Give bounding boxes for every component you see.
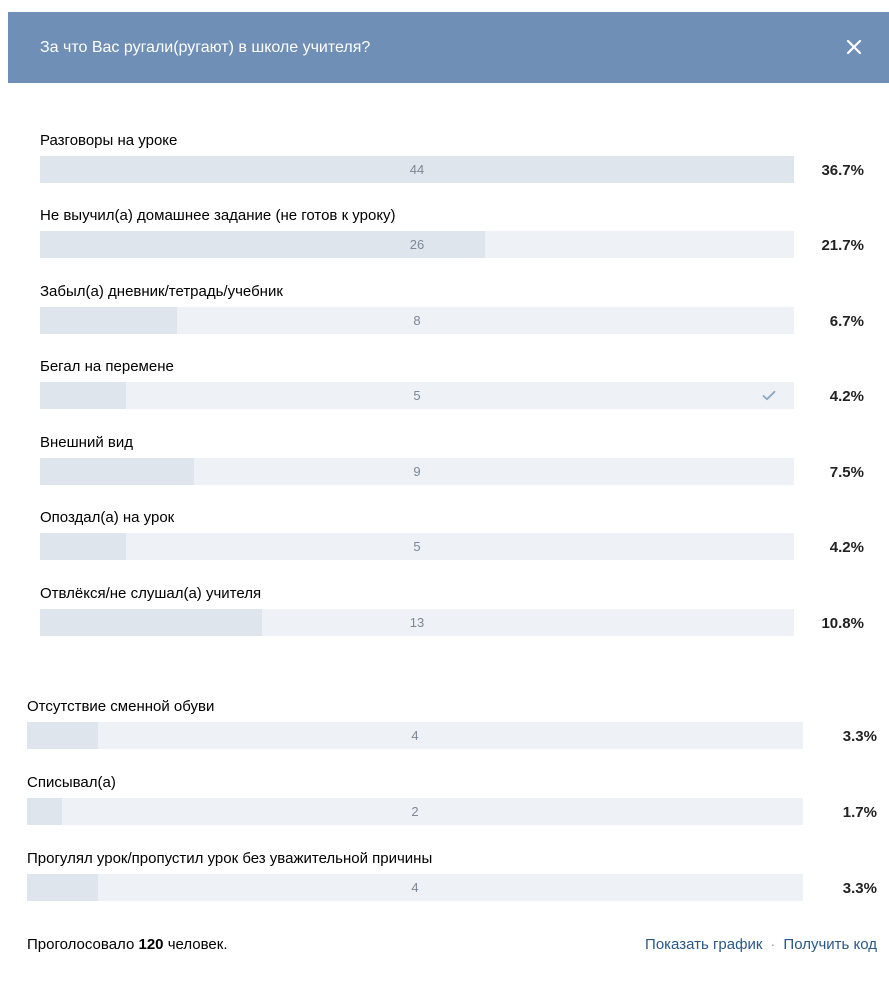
link-separator: · [770, 936, 776, 953]
option-bar[interactable]: 5 [40, 533, 794, 560]
option-bar-fill [40, 458, 194, 485]
poll-option[interactable]: Не выучил(а) домашнее задание (не готов … [40, 207, 889, 267]
option-bar-fill [40, 231, 485, 258]
option-percent: 6.7% [829, 313, 864, 330]
option-vote-count: 5 [413, 388, 421, 403]
option-bar-fill [40, 609, 262, 636]
poll-option[interactable]: Опоздал(а) на урок 5 4.2% [40, 509, 889, 569]
voted-total: Проголосовало 120 человек. [27, 935, 227, 955]
option-bar-fill [27, 874, 98, 901]
close-icon[interactable] [843, 36, 865, 58]
poll-option[interactable]: Отвлёкся/не слушал(а) учителя 13 10.8% [40, 585, 889, 645]
option-percent: 4.2% [829, 539, 864, 556]
option-vote-count: 26 [409, 237, 425, 252]
option-label: Бегал на перемене [40, 358, 174, 375]
option-bar[interactable]: 5 [40, 382, 794, 409]
option-vote-count: 4 [411, 880, 419, 895]
option-vote-count: 44 [409, 162, 425, 177]
option-percent: 1.7% [842, 804, 877, 821]
voted-prefix: Проголосовало [27, 936, 135, 953]
option-label: Опоздал(а) на урок [40, 509, 175, 526]
poll-option[interactable]: Списывал(а) 2 1.7% [27, 774, 889, 834]
voted-count: 120 [138, 936, 164, 953]
poll-footer: Проголосовало 120 человек. Показать граф… [27, 935, 877, 955]
option-label: Отсутствие сменной обуви [27, 698, 215, 715]
poll-option[interactable]: Разговоры на уроке 44 36.7% [40, 132, 889, 192]
poll-option[interactable]: Прогулял урок/пропустил урок без уважите… [27, 850, 889, 910]
poll-option[interactable]: Бегал на перемене 5 4.2% [40, 358, 889, 418]
option-percent: 3.3% [842, 728, 877, 745]
check-icon [762, 390, 776, 401]
option-bar[interactable]: 26 [40, 231, 794, 258]
footer-links: Показать график · Получить код [645, 935, 877, 955]
poll-option[interactable]: Внешний вид 9 7.5% [40, 434, 889, 494]
option-label: Разговоры на уроке [40, 132, 178, 149]
option-bar[interactable]: 4 [27, 874, 803, 901]
option-bar[interactable]: 2 [27, 798, 803, 825]
option-label: Прогулял урок/пропустил урок без уважите… [27, 850, 433, 867]
option-label: Внешний вид [40, 434, 133, 451]
option-bar[interactable]: 4 [27, 722, 803, 749]
poll-option[interactable]: Забыл(а) дневник/тетрадь/учебник 8 6.7% [40, 283, 889, 343]
option-percent: 10.8% [821, 615, 864, 632]
option-bar[interactable]: 13 [40, 609, 794, 636]
option-vote-count: 8 [413, 313, 421, 328]
option-bar-fill [27, 722, 98, 749]
option-bar-fill [40, 382, 126, 409]
option-vote-count: 5 [413, 539, 421, 554]
option-vote-count: 9 [413, 464, 421, 479]
option-bar[interactable]: 44 [40, 156, 794, 183]
option-bar-fill [40, 156, 794, 183]
option-label: Забыл(а) дневник/тетрадь/учебник [40, 283, 283, 300]
option-vote-count: 2 [411, 804, 419, 819]
option-bar-fill [27, 798, 62, 825]
option-vote-count: 4 [411, 728, 419, 743]
option-vote-count: 13 [409, 615, 425, 630]
option-label: Отвлёкся/не слушал(а) учителя [40, 585, 262, 602]
option-bar[interactable]: 8 [40, 307, 794, 334]
option-percent: 4.2% [829, 388, 864, 405]
option-percent: 7.5% [829, 464, 864, 481]
option-label: Не выучил(а) домашнее задание (не готов … [40, 207, 396, 224]
voted-suffix: человек. [167, 936, 228, 953]
option-percent: 36.7% [821, 162, 864, 179]
poll-header: За что Вас ругали(ругают) в школе учител… [8, 12, 889, 83]
option-percent: 3.3% [842, 880, 877, 897]
option-bar[interactable]: 9 [40, 458, 794, 485]
option-percent: 21.7% [821, 237, 864, 254]
option-bar-fill [40, 307, 177, 334]
poll-title: За что Вас ругали(ругают) в школе учител… [40, 39, 371, 56]
show-chart-link[interactable]: Показать график [645, 936, 763, 953]
option-label: Списывал(а) [27, 774, 116, 791]
option-bar-fill [40, 533, 126, 560]
get-code-link[interactable]: Получить код [783, 936, 877, 953]
poll-option[interactable]: Отсутствие сменной обуви 4 3.3% [27, 698, 889, 758]
